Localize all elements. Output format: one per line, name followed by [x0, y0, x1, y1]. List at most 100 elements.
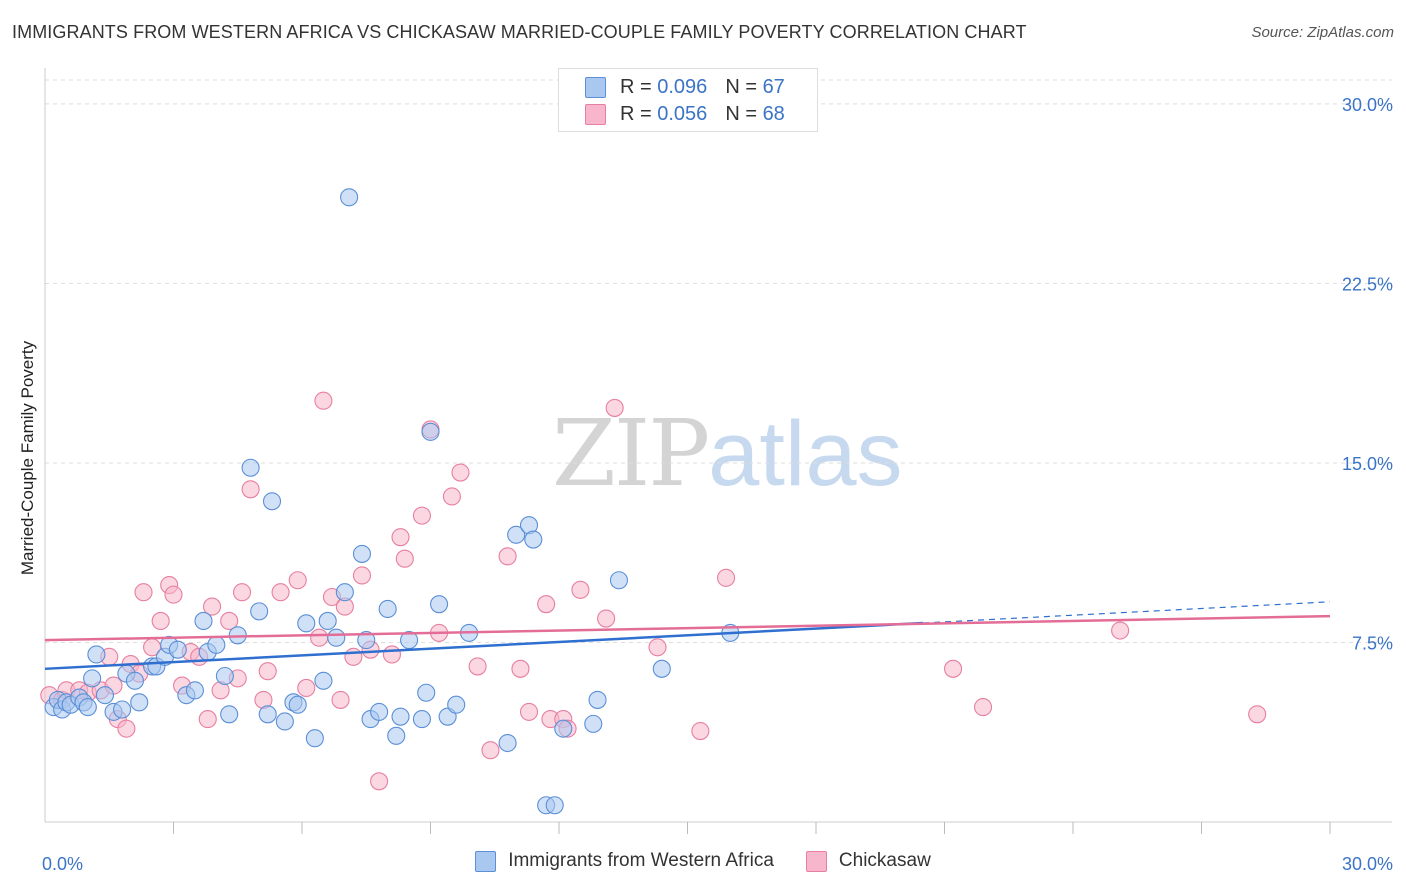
western-africa-point [421, 422, 440, 441]
chickasaw-points [40, 391, 1267, 791]
western-africa-point [357, 631, 376, 650]
chickasaw-point [412, 506, 431, 525]
x-tick-label: 30.0% [1342, 854, 1393, 874]
western-africa-point [430, 595, 449, 614]
chickasaw-point [648, 638, 667, 657]
chickasaw-point [498, 547, 517, 566]
chickasaw-point [537, 595, 556, 614]
axis-layer [44, 68, 1392, 834]
chickasaw-point [134, 583, 153, 602]
legend-r-value: 0.096 [657, 75, 708, 98]
chickasaw-point [1248, 705, 1267, 724]
western-africa-point [327, 628, 346, 647]
grid-layer [45, 79, 1392, 643]
chickasaw-point [382, 645, 402, 664]
western-africa-point [378, 599, 397, 619]
legend-item-western-africa[interactable]: Immigrants from Western Africa [475, 850, 774, 872]
western-africa-point [78, 698, 97, 717]
western-africa-point [87, 645, 106, 664]
western-africa-point [314, 671, 333, 690]
western-africa-point [335, 583, 354, 602]
western-africa-point [241, 458, 260, 477]
western-africa-point [220, 705, 239, 724]
y-tick-label: 30.0% [1342, 95, 1393, 115]
western-africa-point [215, 666, 234, 686]
western-africa-point [275, 712, 294, 731]
western-africa-point [545, 796, 564, 815]
western-africa-point [447, 695, 466, 714]
western-africa-point [652, 659, 671, 678]
chickasaw-point [258, 662, 277, 681]
legend-r-label: R = [620, 102, 652, 125]
chickasaw-point [597, 609, 616, 628]
chickasaw-point [605, 398, 624, 417]
chickasaw-point [164, 585, 183, 604]
western-africa-points [44, 188, 740, 815]
western-africa-point [262, 492, 282, 511]
chickasaw-point [297, 678, 316, 698]
western-africa-point [554, 719, 573, 738]
chickasaw-point [151, 611, 170, 630]
legend-r-label: R = [620, 75, 652, 98]
trend-layer [44, 601, 1331, 671]
western-africa-point [113, 700, 132, 719]
chickasaw-point [370, 772, 389, 791]
western-africa-point [524, 530, 543, 549]
chickasaw-point [391, 528, 410, 547]
chickasaw-point [511, 659, 530, 678]
chart-title: IMMIGRANTS FROM WESTERN AFRICA VS CHICKA… [12, 22, 1027, 42]
western-africa-trend-extension [923, 601, 1331, 624]
y-tick-label: 15.0% [1342, 454, 1393, 474]
legend-swatch-chickasaw [805, 850, 827, 872]
western-africa-point [412, 710, 431, 729]
chickasaw-point [442, 487, 461, 506]
western-africa-point [318, 611, 337, 630]
tick-label-layer: 7.5% 15.0% 22.5% 30.0% 0.0% 30.0% [42, 95, 1393, 874]
western-africa-point [352, 544, 372, 563]
western-africa-point [340, 188, 359, 207]
chickasaw-point [288, 571, 307, 590]
western-africa-trend-line [44, 621, 924, 671]
western-africa-point [609, 571, 629, 590]
legend-row-western-africa: R = 0.096 N = 67 [585, 74, 785, 100]
chickasaw-point [716, 568, 736, 587]
chickasaw-point [232, 583, 252, 602]
source-label: Source: ZipAtlas.com [1251, 24, 1394, 41]
chickasaw-point [973, 698, 993, 717]
chickasaw-point [944, 659, 963, 678]
legend-swatch-western-africa [585, 76, 606, 98]
chickasaw-point [1111, 621, 1130, 640]
chickasaw-point [271, 583, 290, 602]
western-africa-point [297, 614, 316, 633]
western-africa-point [507, 525, 526, 544]
western-africa-point [588, 690, 607, 709]
western-africa-point [83, 669, 102, 688]
western-africa-point [391, 707, 410, 726]
chickasaw-point [314, 391, 333, 410]
legend-swatch-chickasaw [585, 103, 606, 125]
chickasaw-point [344, 647, 363, 666]
chickasaw-point [331, 690, 350, 709]
western-africa-point [168, 640, 187, 659]
legend-item-chickasaw[interactable]: Chickasaw [805, 850, 931, 872]
x-tick-label: 0.0% [42, 854, 83, 874]
chickasaw-point [117, 719, 136, 738]
y-tick-label: 22.5% [1342, 274, 1393, 294]
western-africa-point [417, 683, 436, 702]
western-africa-point [498, 733, 517, 753]
chickasaw-point [241, 480, 260, 499]
chickasaw-point [691, 721, 710, 741]
chickasaw-point [395, 549, 414, 568]
western-africa-point [185, 681, 204, 700]
chickasaw-point [310, 628, 329, 647]
chickasaw-point [519, 702, 539, 721]
chickasaw-point [198, 710, 217, 729]
legend-r-value: 0.056 [657, 102, 708, 125]
legend-label-western-africa: Immigrants from Western Africa [508, 850, 774, 871]
series-legend: Immigrants from Western Africa Chickasaw [0, 850, 1406, 872]
y-tick-label: 7.5% [1352, 633, 1393, 653]
chickasaw-trend-line [44, 614, 1331, 642]
chickasaw-point [451, 463, 470, 482]
legend-n-value: 68 [762, 102, 785, 125]
